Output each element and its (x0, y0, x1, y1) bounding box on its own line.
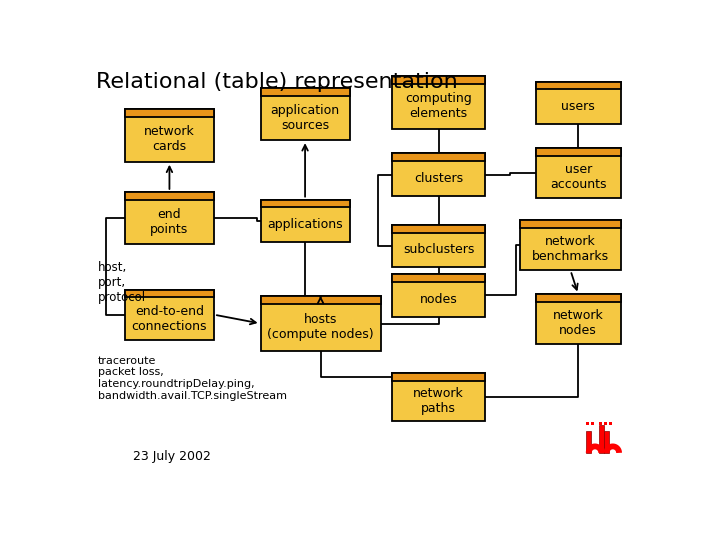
Bar (520, 220, 621, 271)
Bar (536, 82, 621, 124)
Text: clusters: clusters (414, 172, 463, 185)
Bar (261, 200, 350, 242)
Text: end
points: end points (150, 208, 189, 236)
Bar (125, 289, 214, 298)
Bar (392, 373, 485, 381)
Text: network
paths: network paths (413, 387, 464, 415)
Text: Relational (table) representation: Relational (table) representation (96, 72, 458, 92)
Bar (536, 148, 621, 156)
Text: network
benchmarks: network benchmarks (532, 235, 609, 263)
Bar (392, 225, 485, 233)
Bar (392, 274, 485, 282)
Bar (604, 431, 609, 453)
Bar (536, 148, 621, 198)
Bar (520, 220, 621, 228)
Text: users: users (562, 100, 595, 113)
Bar (261, 296, 381, 303)
Text: applications: applications (267, 218, 343, 231)
Text: host,
port,
protocol: host, port, protocol (98, 261, 146, 304)
Bar (586, 422, 589, 426)
Text: application
sources: application sources (271, 104, 340, 132)
Bar (586, 431, 591, 453)
Text: network
cards: network cards (144, 125, 195, 153)
Bar (261, 296, 381, 351)
Text: computing
elements: computing elements (405, 92, 472, 120)
Bar (125, 192, 214, 244)
Text: traceroute
packet loss,
latency.roundtripDelay.ping,
bandwidth.avail.TCP.singleS: traceroute packet loss, latency.roundtri… (98, 356, 287, 401)
Bar (392, 373, 485, 421)
Bar (536, 294, 621, 345)
Text: hosts
(compute nodes): hosts (compute nodes) (267, 313, 374, 341)
Bar (125, 110, 214, 162)
Bar (599, 425, 604, 453)
Bar (591, 422, 594, 426)
Bar (536, 294, 621, 302)
Bar (392, 153, 485, 161)
Bar (392, 153, 485, 195)
Text: nodes: nodes (420, 293, 458, 306)
Bar (609, 422, 612, 426)
Text: network
nodes: network nodes (553, 309, 603, 337)
Bar (392, 274, 485, 316)
Bar (392, 225, 485, 267)
Bar (125, 192, 214, 200)
Bar (261, 88, 350, 96)
Bar (536, 82, 621, 90)
Text: subclusters: subclusters (403, 244, 474, 256)
Bar (261, 88, 350, 140)
Text: end-to-end
connections: end-to-end connections (132, 305, 207, 333)
Bar (599, 422, 602, 426)
Bar (261, 200, 350, 207)
Bar (604, 422, 607, 426)
Bar (392, 76, 485, 84)
Text: user
accounts: user accounts (550, 163, 606, 191)
Bar (125, 289, 214, 340)
Bar (392, 76, 485, 129)
Text: 23 July 2002: 23 July 2002 (132, 450, 210, 463)
Bar (125, 110, 214, 117)
